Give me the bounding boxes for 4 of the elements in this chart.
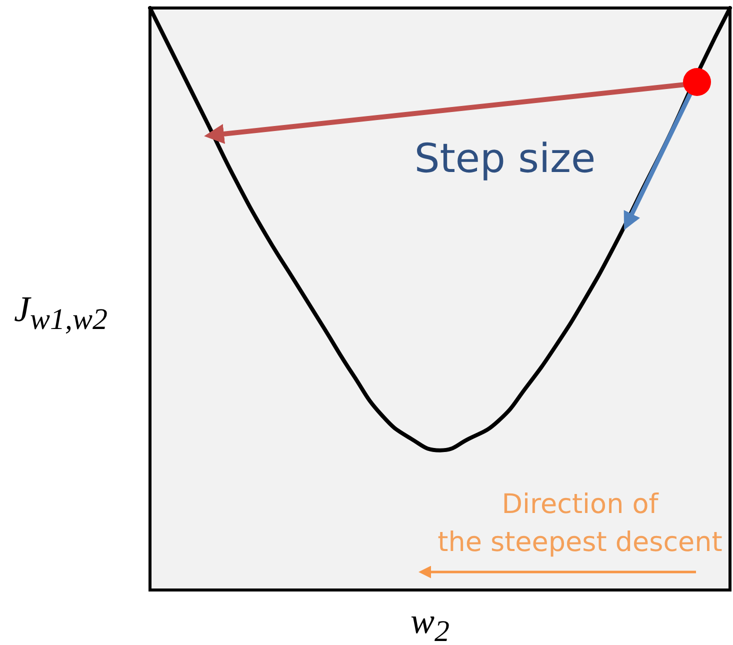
y-axis-title: J$_{w1,w2}$ <box>14 288 109 338</box>
annotation: Step size <box>413 136 597 182</box>
x-axis-title: w$_{2}$ <box>409 600 450 645</box>
annotation: Direction of the steepest descent <box>436 488 724 560</box>
